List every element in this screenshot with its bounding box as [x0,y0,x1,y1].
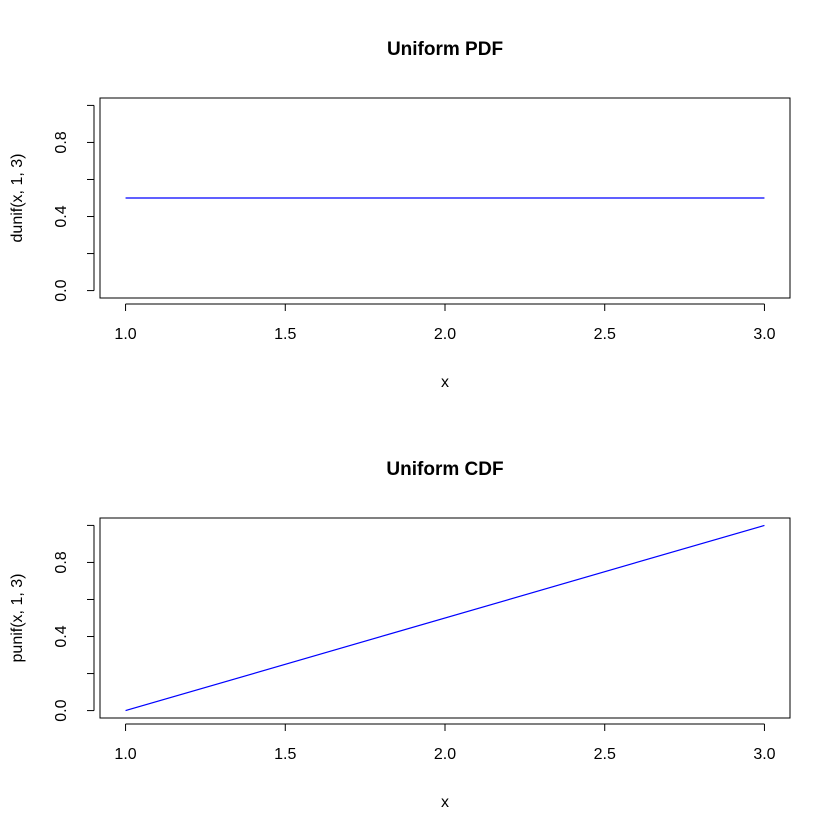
y-tick-label: 0.8 [53,131,70,153]
chart-title: Uniform PDF [387,39,503,60]
y-tick-label: 0.8 [53,551,70,573]
y-tick-label: 0.4 [53,205,70,227]
data-line [125,524,765,712]
x-tick-label: 1.0 [114,326,136,343]
x-tick-label: 2.5 [594,746,616,763]
x-tick-label: 2.0 [434,326,456,343]
plot-box [99,97,791,299]
y-tick-label: 0.0 [53,699,70,721]
chart-title: Uniform CDF [386,459,503,480]
x-tick-label: 3.0 [753,746,775,763]
y-tick-label: 0.4 [53,625,70,647]
y-axis-label: punif(x, 1, 3) [9,574,26,663]
x-tick-label: 2.5 [594,326,616,343]
x-tick-label: 1.0 [114,746,136,763]
x-tick-label: 2.0 [434,746,456,763]
plot-box [99,517,791,719]
y-tick-label: 0.0 [53,279,70,301]
x-tick-label: 3.0 [753,326,775,343]
y-axis-label: dunif(x, 1, 3) [9,154,26,243]
x-tick-label: 1.5 [274,746,296,763]
x-axis-label: x [441,794,449,811]
x-axis-label: x [441,374,449,391]
x-tick-label: 1.5 [274,326,296,343]
